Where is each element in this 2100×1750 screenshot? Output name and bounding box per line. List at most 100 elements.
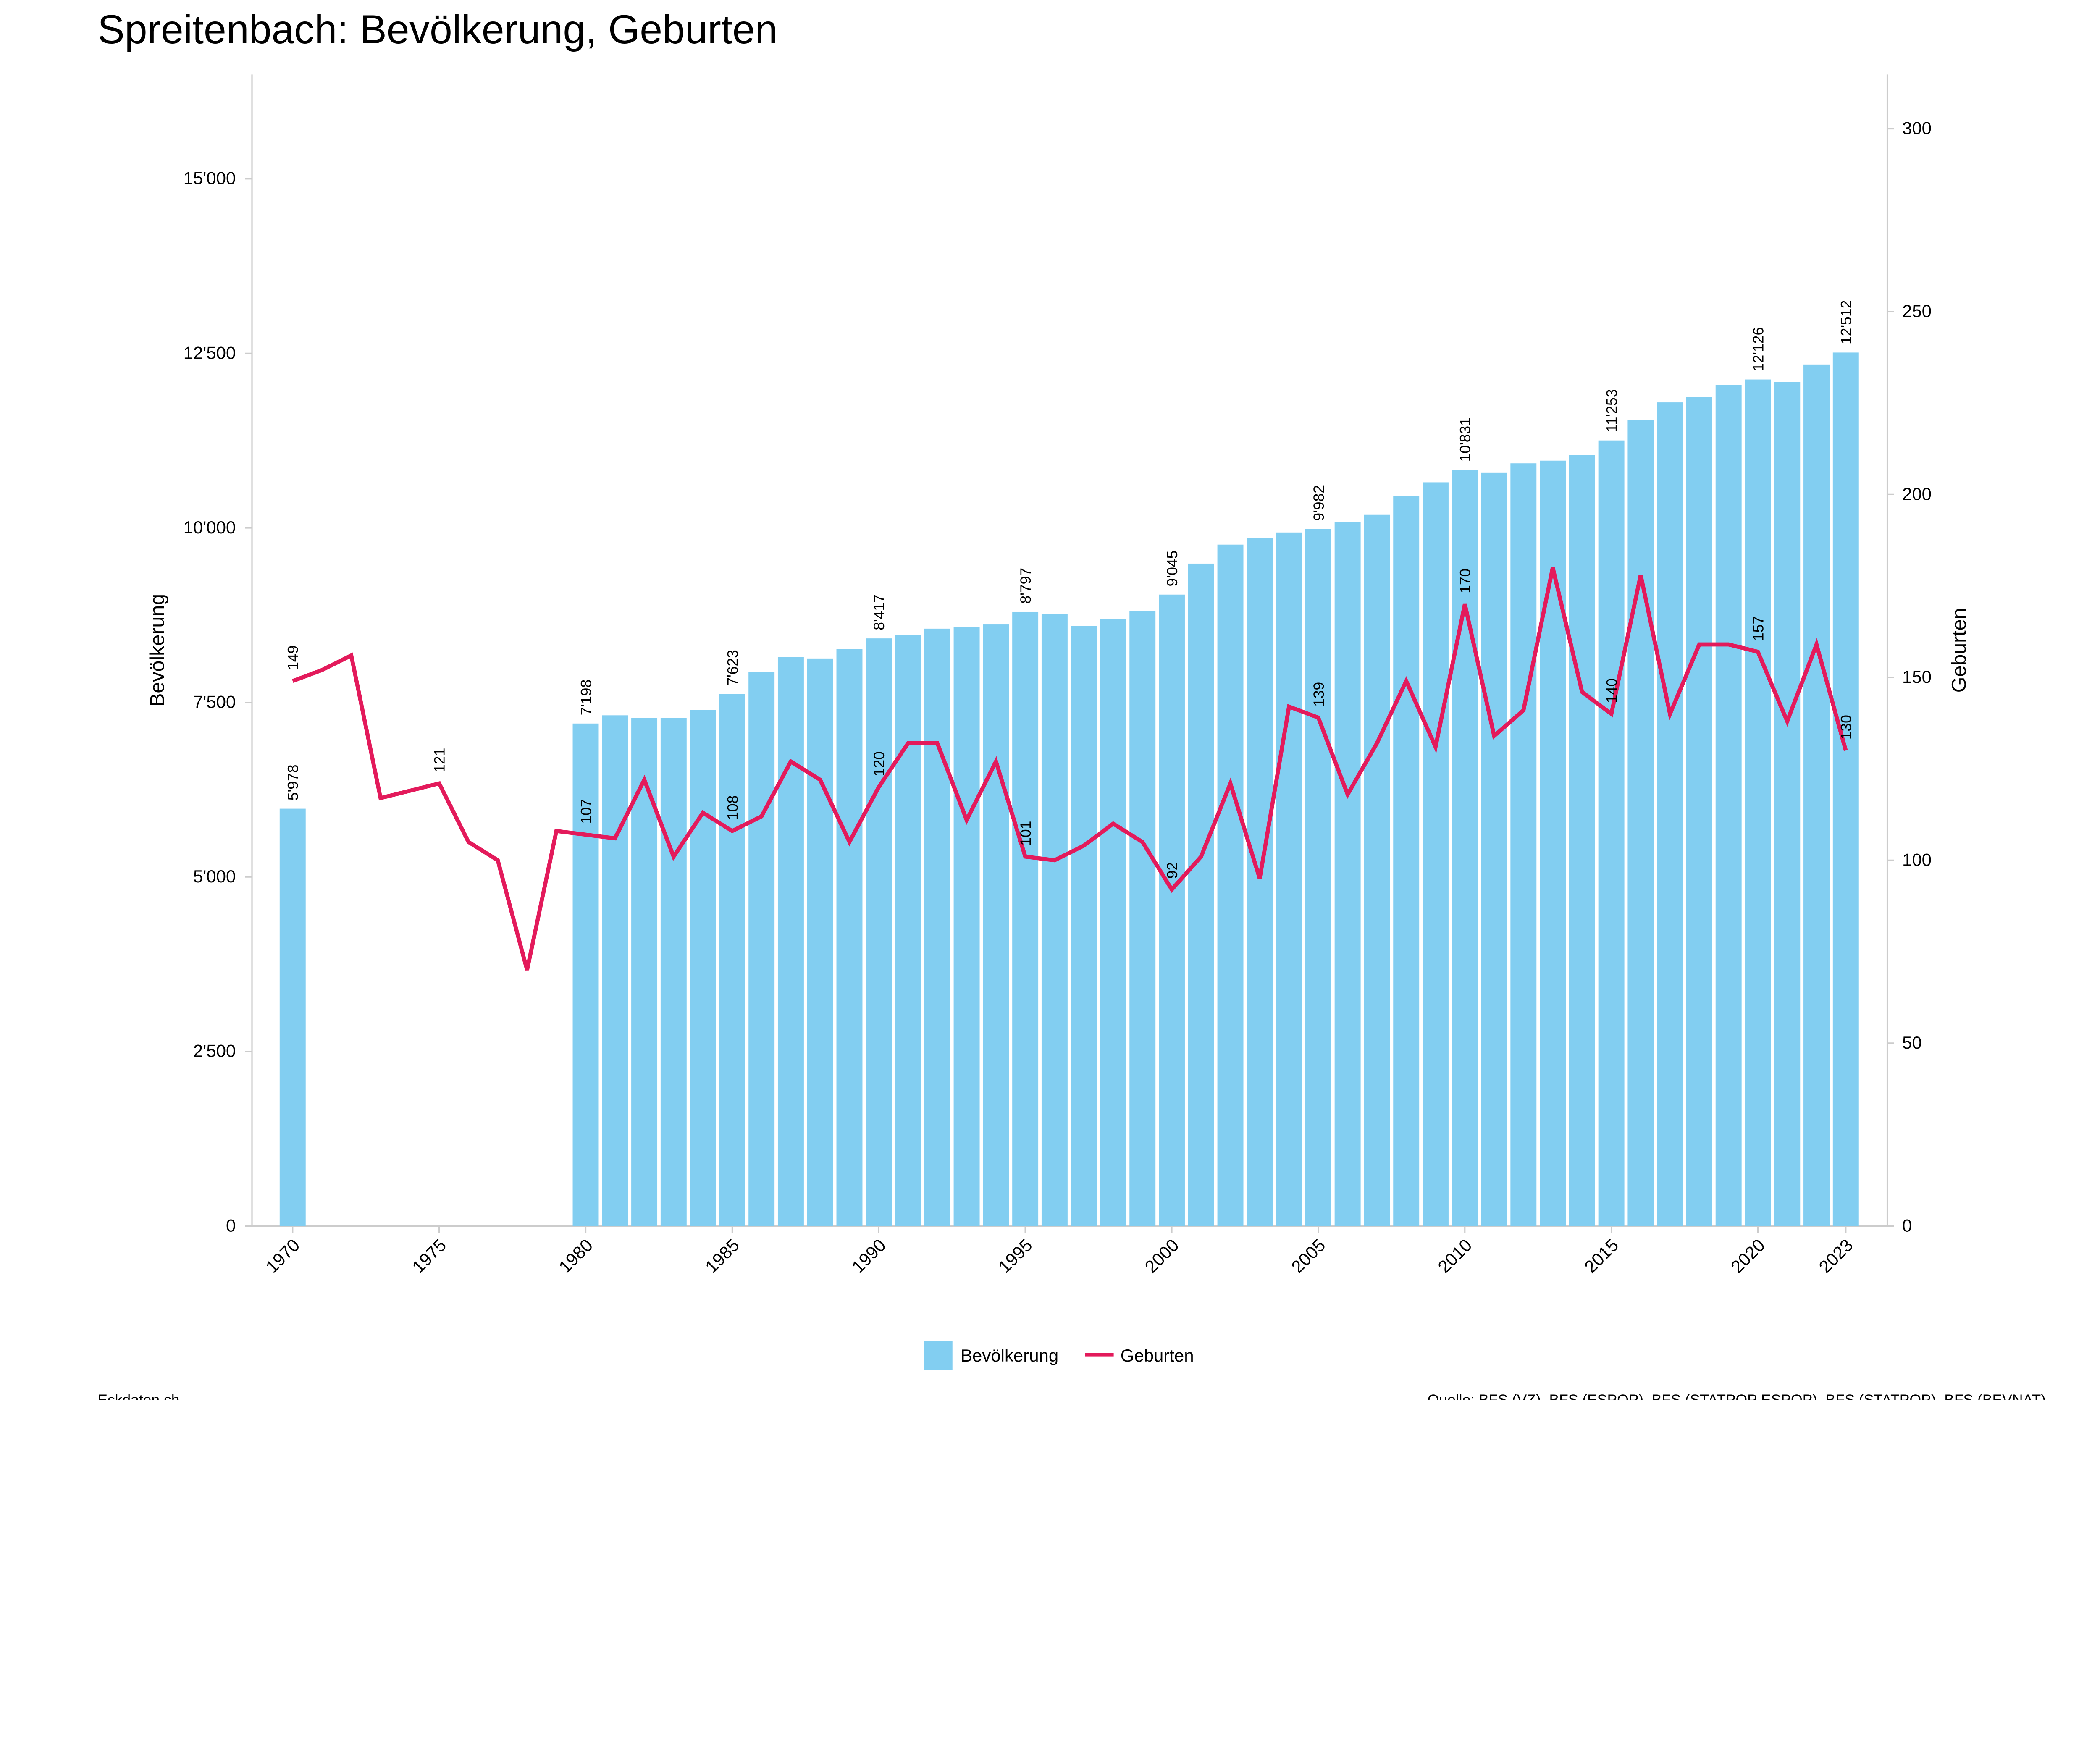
y-right-tick-label: 0	[1902, 1215, 1912, 1235]
bar-2014	[1569, 455, 1595, 1226]
x-tick-label: 1995	[995, 1235, 1036, 1277]
line-label-2020: 157	[1750, 616, 1767, 641]
bar-label-2000: 9'045	[1164, 551, 1181, 587]
chart-title: Spreitenbach: Bevölkerung, Geburten	[97, 6, 777, 52]
x-tick-label: 1985	[701, 1235, 743, 1277]
bar-1997	[1071, 626, 1097, 1226]
bars-group	[279, 352, 1859, 1226]
bar-1980	[572, 723, 599, 1226]
y-left-tick-label: 12'500	[184, 343, 236, 362]
bar-1984	[690, 710, 716, 1226]
bar-1993	[953, 627, 980, 1226]
line-label-1975: 121	[431, 748, 448, 772]
legend-swatch-bevoelkerung	[924, 1341, 953, 1370]
y-axis-right-title-group: Geburten	[1948, 608, 1971, 693]
bar-1999	[1129, 611, 1156, 1226]
bar-label-2020: 12'126	[1750, 327, 1767, 371]
bar-2004	[1276, 532, 1302, 1226]
legend-label-bevoelkerung: Bevölkerung	[961, 1346, 1058, 1365]
data-labels-group: 5'978 7'198 7'623 8'417 8'797 9'045 9'982 10'83…	[285, 300, 1855, 879]
bar-1981	[602, 715, 628, 1226]
bar-label-1995: 8'797	[1017, 568, 1034, 604]
bar-2018	[1686, 397, 1712, 1226]
y-right-tick-label: 50	[1902, 1033, 1922, 1052]
bar-2023	[1832, 352, 1859, 1226]
y-right-tick-label: 150	[1902, 667, 1932, 687]
x-tick-label: 2015	[1580, 1235, 1622, 1277]
bar-1992	[924, 628, 950, 1226]
bar-1990	[866, 638, 892, 1226]
bar-2016	[1628, 420, 1654, 1226]
bar-2013	[1540, 460, 1566, 1226]
bar-1998	[1100, 619, 1126, 1226]
y-left-tick-label: 5'000	[193, 866, 236, 886]
x-tick-label: 1970	[262, 1235, 303, 1277]
bar-1989	[836, 649, 863, 1226]
y-left-tick-label: 10'000	[184, 517, 236, 537]
footer-source: Quelle: BFS (VZ), BFS (ESPOP), BFS (STAT…	[1428, 1391, 2046, 1400]
bar-2020	[1745, 379, 1771, 1226]
y-axis-left-title: Bevölkerung	[146, 594, 168, 707]
bar-2006	[1334, 522, 1361, 1226]
bar-1970	[279, 808, 306, 1226]
bar-label-1985: 7'623	[724, 650, 741, 686]
line-label-2015: 140	[1604, 678, 1620, 703]
bar-1995	[1012, 611, 1039, 1226]
bar-1991	[895, 635, 921, 1226]
bar-1994	[983, 624, 1009, 1226]
line-label-1980: 107	[578, 799, 594, 824]
bar-label-2005: 9'982	[1310, 485, 1327, 521]
y-axis-right-title: Geburten	[1948, 608, 1971, 693]
y-right-tick-label: 250	[1902, 301, 1932, 321]
x-tick-label: 1975	[408, 1235, 450, 1277]
bar-label-2010: 10'831	[1457, 417, 1474, 462]
x-tick-label: 2023	[1815, 1235, 1856, 1277]
bar-2011	[1481, 472, 1507, 1226]
bar-1985	[719, 694, 746, 1226]
y-left-tick-label: 0	[226, 1215, 236, 1235]
y-right-tick-label: 200	[1902, 484, 1932, 504]
bar-2001	[1188, 563, 1214, 1226]
bar-2000	[1159, 594, 1185, 1226]
bar-label-1980: 7'198	[578, 680, 594, 716]
bar-2002	[1217, 544, 1244, 1226]
bar-1988	[807, 658, 833, 1226]
line-group	[292, 567, 1848, 971]
x-tick-label: 2005	[1287, 1235, 1329, 1277]
line-label-2000: 92	[1164, 862, 1181, 879]
bar-label-1970: 5'978	[285, 765, 302, 801]
bar-1986	[748, 672, 775, 1226]
y-right-tick-label: 300	[1902, 118, 1932, 138]
x-tick-label: 1980	[555, 1235, 596, 1277]
bar-label-2023: 12'512	[1838, 300, 1855, 344]
y-left-tick-label: 7'500	[193, 692, 236, 711]
bar-2022	[1803, 364, 1830, 1226]
y-right-tick-label: 100	[1902, 850, 1932, 869]
bar-2005	[1305, 529, 1331, 1226]
bar-label-2015: 11'253	[1604, 389, 1620, 433]
footer-brand: Eckdaten.ch	[97, 1391, 179, 1400]
line-label-1990: 120	[871, 751, 887, 776]
chart: Spreitenbach: Bevölkerung, Geburten 5'97…	[97, 6, 2046, 1400]
line-label-2023: 130	[1838, 715, 1855, 740]
bar-2003	[1247, 538, 1273, 1226]
bar-2015	[1598, 440, 1625, 1226]
bar-1996	[1041, 614, 1068, 1226]
bar-2009	[1423, 482, 1449, 1226]
bar-2008	[1393, 496, 1420, 1226]
line-label-1995: 101	[1017, 821, 1034, 846]
y-axis-left-title-group: Bevölkerung	[146, 594, 168, 707]
bar-2010	[1452, 470, 1478, 1226]
bar-2012	[1510, 463, 1537, 1226]
bar-1983	[660, 718, 687, 1226]
line-label-1970: 149	[285, 645, 302, 670]
line-label-2005: 139	[1310, 682, 1327, 707]
y-left-tick-label: 15'000	[184, 168, 236, 188]
legend: Bevölkerung Geburten	[924, 1341, 1194, 1370]
x-tick-label: 2020	[1727, 1235, 1769, 1277]
y-left-tick-label: 2'500	[193, 1041, 236, 1061]
births-line	[292, 567, 1848, 971]
line-label-2010: 170	[1457, 569, 1474, 593]
bar-2021	[1774, 382, 1801, 1226]
x-tick-label: 2010	[1434, 1235, 1475, 1277]
